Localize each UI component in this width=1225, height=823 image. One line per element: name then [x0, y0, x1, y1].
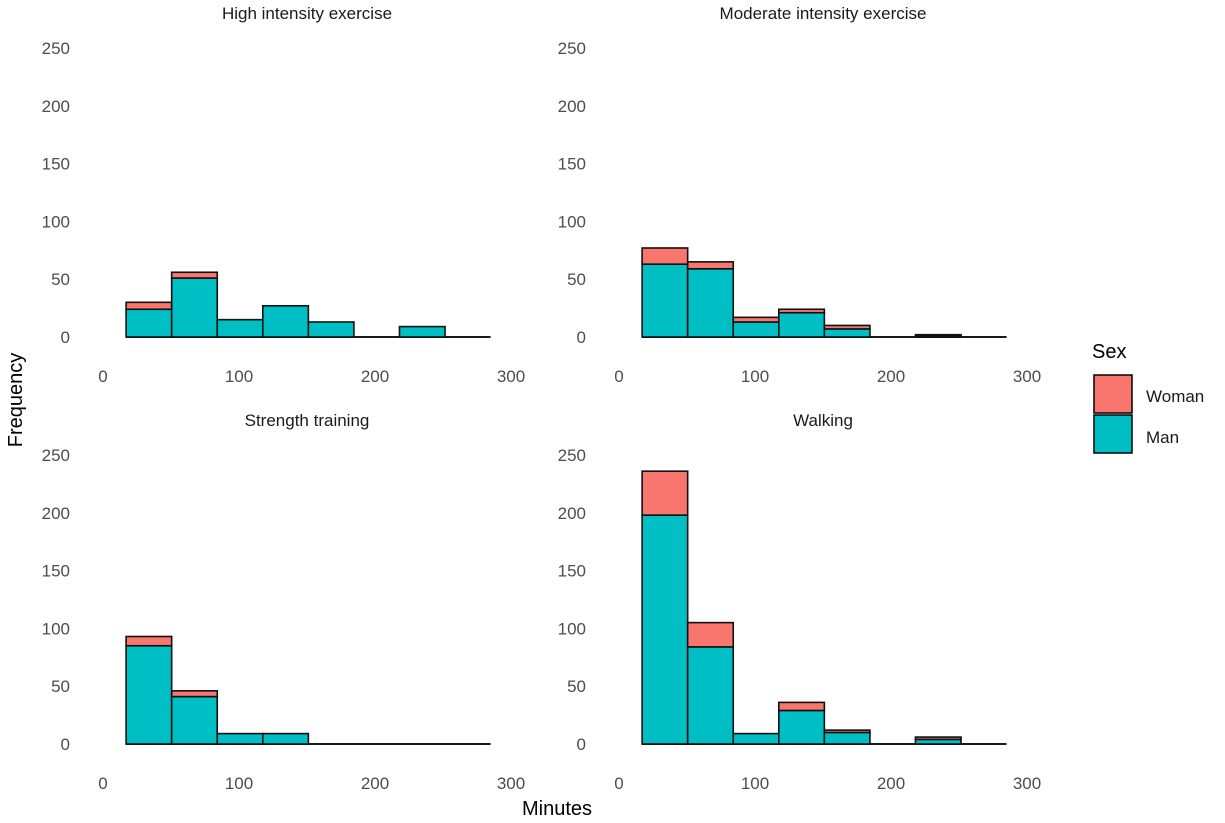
y-tick-label: 200: [558, 504, 586, 523]
bar-woman: [170, 271, 219, 279]
bar-woman: [823, 729, 871, 734]
legend-title: Sex: [1092, 341, 1126, 363]
panel-3: Walking 0 50 100 150 200 250 0 100 200 300: [558, 411, 1042, 793]
x-tick-label: 100: [741, 774, 769, 793]
bar-woman: [823, 324, 871, 330]
y-tick-label: 0: [577, 328, 586, 347]
bar-man: [641, 514, 689, 745]
legend-swatch-man: [1093, 414, 1133, 454]
bar-woman: [914, 736, 962, 741]
bar-woman: [641, 470, 689, 516]
x-tick-label: 100: [225, 774, 253, 793]
bar-man: [686, 646, 735, 745]
bar-man: [823, 731, 871, 745]
y-tick-label: 50: [51, 677, 70, 696]
y-tick-label: 250: [558, 39, 586, 58]
x-tick-label: 100: [741, 367, 769, 386]
panel-2: Strength training 0 50 100 150 200 250 0 100 200 3…: [42, 411, 526, 793]
y-tick-label: 150: [558, 155, 586, 174]
x-tick-label: 300: [497, 774, 525, 793]
panel-title: High intensity exercise: [222, 4, 392, 23]
y-tick-label: 100: [42, 212, 70, 231]
y-tick-label: 150: [42, 562, 70, 581]
x-tick-label: 0: [98, 774, 107, 793]
panel-0: High intensity exercise 0 50 100 150 200 250 0 1…: [42, 4, 526, 386]
y-axis-title: Frequency: [5, 353, 27, 448]
y-tick-label: 0: [577, 735, 586, 754]
panel-title: Walking: [793, 411, 853, 430]
x-tick-label: 300: [497, 367, 525, 386]
y-tick-label: 150: [558, 562, 586, 581]
bar-woman: [732, 316, 780, 323]
bar-woman: [125, 635, 173, 647]
y-tick-label: 100: [558, 619, 586, 638]
x-tick-label: 200: [361, 367, 389, 386]
bar-woman: [914, 333, 962, 337]
bar-man: [732, 321, 780, 338]
y-tick-label: 0: [61, 328, 70, 347]
y-tick-label: 100: [558, 212, 586, 231]
y-tick-label: 0: [61, 735, 70, 754]
x-tick-label: 0: [614, 774, 623, 793]
x-tick-label: 300: [1013, 367, 1041, 386]
bar-woman: [686, 621, 735, 648]
legend: Sex Woman Man: [1092, 341, 1204, 454]
y-tick-label: 200: [42, 97, 70, 116]
bar-woman: [777, 308, 826, 314]
legend-swatch-woman: [1093, 374, 1133, 414]
bar-man: [170, 277, 219, 338]
x-tick-label: 0: [614, 367, 623, 386]
panel-1: Moderate intensity exercise 0 50 100 150 200 2…: [558, 4, 1042, 386]
bar-woman: [641, 247, 689, 265]
y-tick-label: 50: [51, 270, 70, 289]
panel-title: Moderate intensity exercise: [720, 4, 927, 23]
x-tick-label: 100: [225, 367, 253, 386]
y-tick-label: 50: [567, 677, 586, 696]
bar-man: [170, 695, 219, 745]
bar-man: [125, 644, 173, 745]
bar-man: [777, 311, 826, 338]
x-tick-label: 0: [98, 367, 107, 386]
bar-man: [261, 732, 310, 745]
bar-man: [641, 263, 689, 338]
bar-man: [777, 709, 826, 745]
x-axis-title: Minutes: [522, 798, 592, 820]
legend-label-man: Man: [1146, 428, 1179, 447]
bar-man: [732, 732, 780, 745]
y-tick-label: 200: [558, 97, 586, 116]
bar-man: [686, 267, 735, 338]
bar-man: [216, 732, 264, 745]
bar-woman: [125, 301, 173, 311]
y-tick-label: 150: [42, 155, 70, 174]
bar-man: [307, 321, 355, 338]
y-tick-label: 100: [42, 619, 70, 638]
bar-woman: [777, 701, 826, 712]
x-tick-label: 200: [361, 774, 389, 793]
bar-man: [125, 308, 173, 338]
x-tick-label: 200: [877, 367, 905, 386]
bar-man: [216, 318, 264, 338]
y-tick-label: 250: [42, 39, 70, 58]
y-tick-label: 250: [558, 446, 586, 465]
x-tick-label: 200: [877, 774, 905, 793]
y-tick-label: 250: [42, 446, 70, 465]
bar-man: [261, 304, 310, 338]
y-tick-label: 200: [42, 504, 70, 523]
bar-man: [823, 328, 871, 338]
y-tick-label: 50: [567, 270, 586, 289]
bar-woman: [686, 261, 735, 270]
legend-label-woman: Woman: [1146, 387, 1204, 406]
panel-title: Strength training: [245, 411, 370, 430]
bar-man: [398, 325, 446, 338]
bar-woman: [170, 690, 219, 698]
x-tick-label: 300: [1013, 774, 1041, 793]
